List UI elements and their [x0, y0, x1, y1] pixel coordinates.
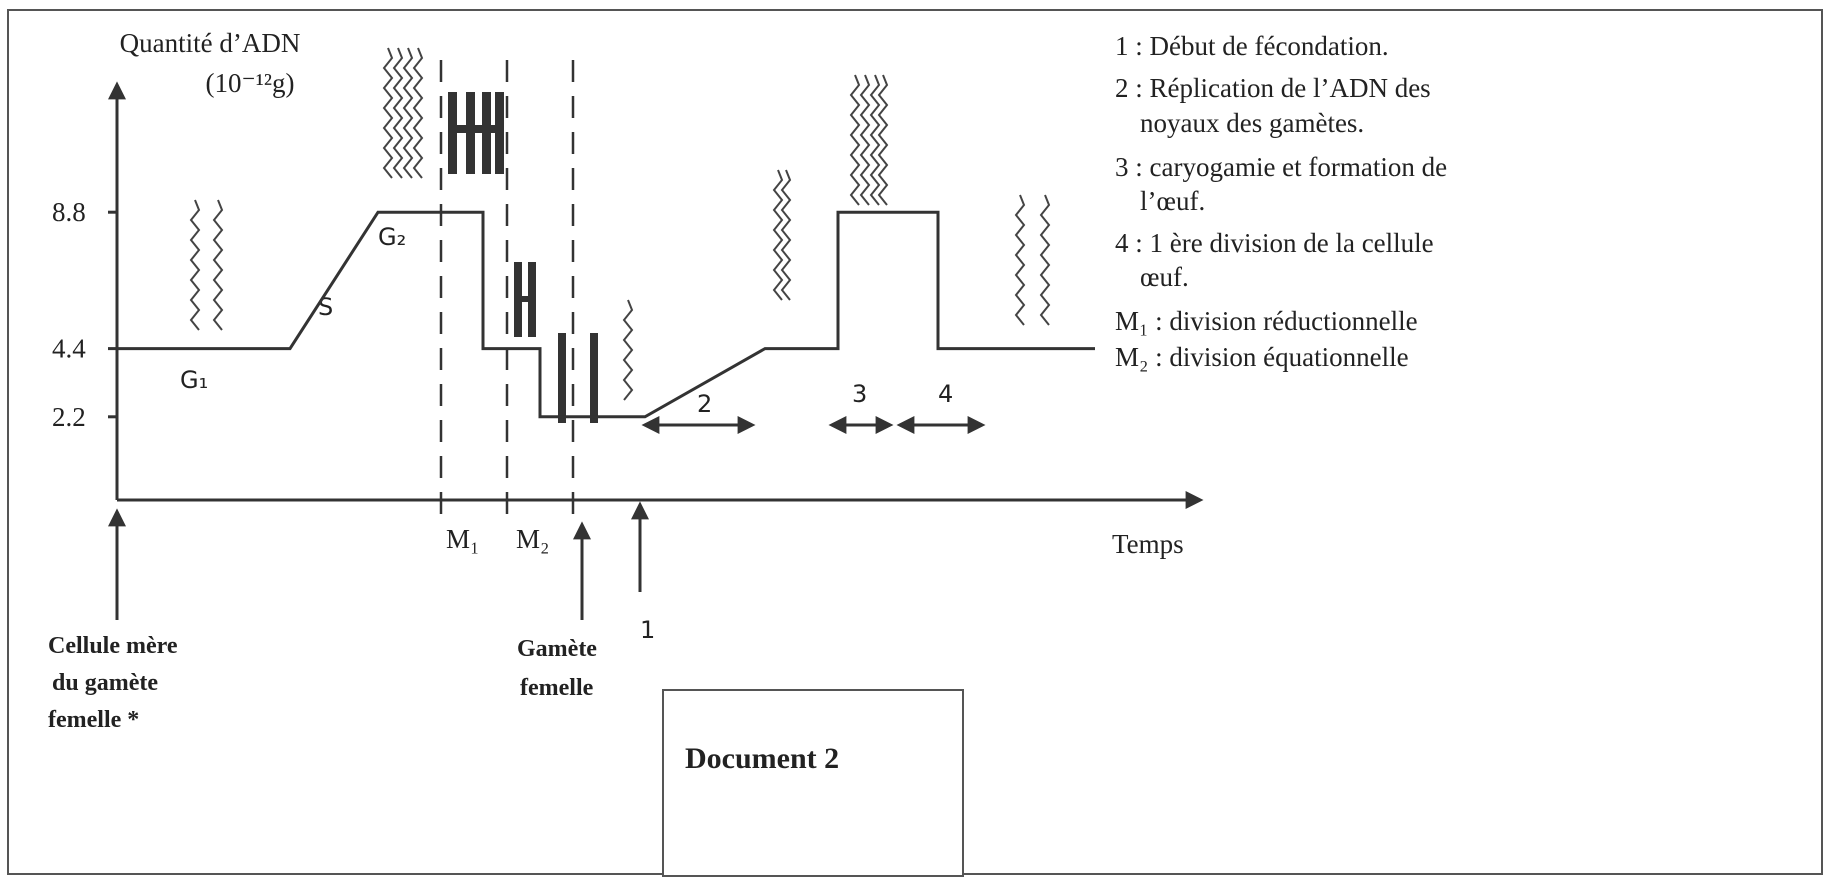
document-title: Document 2: [685, 742, 839, 775]
legend: 1 : Début de fécondation. 2 : Réplication…: [1115, 31, 1447, 372]
marker-label: femelle: [520, 675, 594, 701]
phase-label: M₁: [446, 524, 479, 554]
chromatid: [869, 74, 881, 206]
legend-item: l’œuf.: [1140, 186, 1205, 216]
legend-item: 4 : 1 ère division de la cellule: [1115, 228, 1434, 258]
legend-item: œuf.: [1140, 262, 1189, 292]
legend-item: 3 : caryogamie et formation de: [1115, 152, 1447, 182]
chromatid: [780, 169, 792, 301]
phase-label: M₂: [516, 524, 549, 554]
chromatid: [849, 74, 861, 206]
y-tick-label: 8.8: [52, 197, 86, 227]
chromatid: [392, 47, 404, 179]
marker-label: du gamète: [52, 670, 158, 696]
y-axis-unit: (10⁻¹²g): [206, 68, 295, 98]
chromatid: [212, 199, 224, 331]
legend-item: M₁ : division réductionnelle: [1115, 306, 1418, 336]
step-label: 4: [938, 380, 953, 408]
document-box: [662, 689, 964, 877]
chromatid: [402, 47, 414, 179]
chromatid: [622, 299, 634, 401]
step-label: 2: [697, 390, 712, 418]
chromatid: [412, 47, 424, 179]
y-tick-label: 2.2: [52, 402, 86, 432]
y-axis-label: Quantité d’ADN: [120, 28, 301, 58]
y-tick-label: 4.4: [52, 334, 86, 364]
legend-item: 2 : Réplication de l’ADN des: [1115, 73, 1431, 103]
marker-label: Cellule mère: [48, 633, 178, 659]
chromatid: [382, 47, 394, 179]
chromatid: [1014, 194, 1026, 326]
step-label: 3: [852, 380, 867, 408]
legend-item: noyaux des gamètes.: [1140, 108, 1364, 138]
dna-curve: [117, 210, 1095, 419]
chromosomes: [189, 47, 1051, 423]
chromatid: [772, 169, 784, 301]
x-axis-label: Temps: [1112, 529, 1184, 559]
phase-label: G₂: [378, 223, 406, 251]
marker-label: femelle *: [48, 707, 139, 733]
marker-label: Gamète: [517, 636, 597, 662]
legend-item: 1 : Début de fécondation.: [1115, 31, 1389, 61]
phase-label: G₁: [180, 366, 208, 394]
chromatid: [859, 74, 871, 206]
legend-item: M₂ : division équationnelle: [1115, 342, 1409, 372]
phase-label: S: [318, 293, 333, 321]
step-label: 1: [640, 616, 655, 644]
chromatid: [189, 199, 201, 331]
chromatid: [1039, 194, 1051, 326]
chromatid: [877, 74, 889, 206]
